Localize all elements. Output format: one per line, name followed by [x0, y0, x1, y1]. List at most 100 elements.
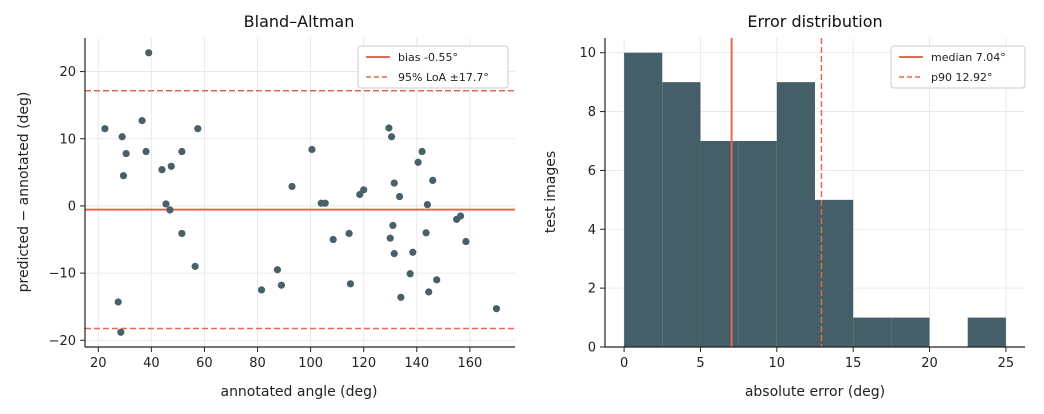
x-tick-label: 0 [620, 356, 628, 371]
data-point [390, 179, 398, 187]
histogram-ticks: 0 5 10 15 20 25 0 2 4 6 8 10 [579, 46, 1014, 371]
x-tick-label: 25 [998, 356, 1015, 371]
data-point [329, 235, 337, 244]
y-tick-label: −20 [49, 334, 76, 349]
bland-altman-title: Bland–Altman [244, 12, 355, 31]
histogram-bar [662, 82, 701, 348]
data-point [422, 229, 430, 237]
data-point [386, 234, 394, 242]
y-tick-label: 2 [588, 282, 596, 297]
data-point [395, 192, 404, 201]
data-point [122, 149, 130, 158]
x-tick-label: 15 [845, 356, 862, 371]
y-tick-label: 0 [588, 341, 596, 356]
x-tick-label: 10 [769, 356, 786, 371]
bland-altman-legend: bias -0.55° 95% LoA ±17.7° [357, 45, 509, 89]
legend-box [890, 45, 1026, 89]
data-point [390, 250, 398, 258]
bland-altman-panel: Bland–Altman 20 40 60 80 100 120 140 160 −20 −10 0… [16, 12, 515, 400]
data-point [162, 200, 170, 208]
data-point [387, 133, 396, 141]
bland-altman-reference-lines [85, 89, 515, 330]
bland-altman-x-label: annotated angle (deg) [220, 384, 377, 400]
legend-median-label: median 7.04° [931, 51, 1006, 64]
histogram-reference-lines [730, 38, 823, 347]
data-point [142, 147, 150, 156]
data-point [178, 229, 186, 238]
histogram-bar [967, 317, 1006, 347]
data-point [194, 125, 202, 133]
bland-altman-y-label: predicted − annotated (deg) [16, 92, 32, 293]
y-tick-label: −10 [49, 267, 76, 282]
data-point [277, 281, 286, 289]
data-point [418, 147, 426, 156]
x-tick-label: 160 [457, 356, 482, 371]
data-point [117, 328, 125, 336]
data-point [423, 200, 432, 209]
data-point [178, 147, 186, 156]
x-tick-label: 80 [249, 356, 266, 371]
data-point [360, 186, 368, 194]
data-point [166, 206, 174, 214]
data-point [101, 125, 109, 133]
data-point [158, 166, 166, 174]
data-point [273, 266, 282, 274]
error-distribution-panel: Error distribution 0 5 10 15 20 25 0 2 4 6 8 10 abs… [543, 12, 1026, 400]
histogram-bar [624, 52, 663, 347]
histogram-bars [624, 52, 1006, 348]
x-tick-label: 120 [351, 356, 376, 371]
histogram-bar [700, 141, 739, 347]
y-tick-label: 8 [588, 105, 596, 120]
data-point [389, 221, 397, 230]
data-point [119, 172, 128, 180]
legend-loa-label: 95% LoA ±17.7° [398, 71, 489, 84]
histogram-axes [604, 38, 1025, 348]
y-tick-label: 10 [59, 132, 76, 147]
legend-box [357, 45, 509, 89]
bland-altman-axes [84, 38, 515, 348]
data-point [191, 262, 199, 270]
data-point [414, 158, 422, 166]
error-distribution-title: Error distribution [747, 12, 882, 31]
x-tick-label: 60 [196, 356, 213, 371]
data-point [492, 305, 501, 313]
histogram-legend: median 7.04° p90 12.92° [890, 45, 1026, 89]
y-tick-label: 20 [59, 65, 76, 80]
data-point [308, 145, 316, 154]
histogram-x-label: absolute error (deg) [745, 384, 885, 400]
data-point [321, 199, 329, 207]
data-point [114, 298, 122, 306]
histogram-bar [853, 317, 892, 347]
data-point [345, 229, 353, 238]
data-point [425, 288, 433, 296]
x-tick-label: 40 [143, 356, 160, 371]
legend-p90-label: p90 12.92° [931, 71, 992, 84]
x-tick-label: 20 [90, 356, 107, 371]
histogram-bar [891, 317, 930, 347]
y-tick-label: 0 [68, 199, 76, 214]
data-point [257, 286, 266, 294]
data-point [288, 182, 296, 191]
histogram-y-label: test images [543, 151, 559, 233]
data-point [397, 293, 405, 301]
data-point [429, 176, 437, 185]
data-point [433, 276, 441, 284]
data-point [385, 124, 393, 132]
data-point [406, 270, 414, 278]
x-tick-label: 20 [921, 356, 938, 371]
histogram-bar [738, 141, 777, 347]
legend-bias-label: bias -0.55° [398, 51, 458, 64]
x-tick-label: 140 [404, 356, 429, 371]
data-point [356, 190, 364, 199]
histogram-bar [776, 82, 815, 348]
data-point [118, 133, 126, 141]
bland-altman-ticks: 20 40 60 80 100 120 140 160 −20 −10 0 10 20 [49, 65, 483, 371]
data-point [346, 280, 355, 288]
y-tick-label: 6 [588, 164, 596, 179]
data-point [409, 248, 417, 256]
bland-altman-points [101, 49, 501, 336]
data-point [462, 237, 470, 246]
data-point [145, 49, 153, 57]
y-tick-label: 4 [588, 223, 596, 238]
